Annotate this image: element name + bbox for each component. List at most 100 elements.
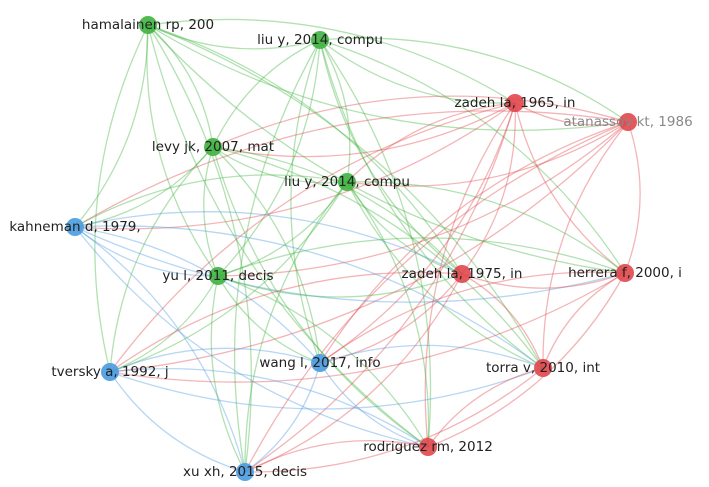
edge: [109, 275, 219, 373]
edge: [319, 271, 626, 364]
edge: [109, 371, 246, 473]
node: [66, 218, 84, 236]
edge: [203, 146, 219, 277]
edge: [346, 181, 430, 448]
edge: [212, 95, 629, 148]
node-label: torra v, 2010, int: [486, 360, 600, 376]
edge: [542, 121, 629, 369]
node-label: zadeh la, 1975, in: [402, 266, 523, 282]
edge: [244, 440, 429, 473]
edge: [244, 181, 348, 473]
edge: [74, 102, 516, 230]
edge: [217, 181, 348, 277]
node: [236, 463, 254, 481]
edge: [109, 121, 629, 373]
edge: [74, 226, 246, 473]
edge: [109, 146, 214, 373]
edge: [346, 181, 463, 275]
edge: [212, 146, 348, 184]
edge: [319, 39, 351, 183]
node-label: yu l, 2011, decis: [162, 268, 273, 284]
node-label: kahneman d, 1979,: [9, 219, 140, 235]
labels: hamalainen rp, 200 liu y, 2014, compu zade…: [9, 17, 692, 480]
node-label: liu y, 2014, compu: [257, 32, 383, 48]
edge: [217, 275, 321, 364]
node: [506, 94, 524, 112]
edge: [109, 102, 516, 373]
node-label: zadeh la, 1965, in: [455, 95, 576, 111]
edge: [290, 39, 321, 364]
edge: [461, 102, 516, 275]
edge: [319, 273, 463, 364]
edge: [212, 39, 321, 148]
edge: [109, 367, 429, 448]
edge: [233, 39, 321, 473]
node: [453, 265, 471, 283]
edge: [212, 102, 516, 158]
edge: [319, 362, 429, 448]
edge: [319, 37, 629, 123]
edge: [147, 24, 626, 274]
edge: [542, 272, 626, 369]
node-label: xu xh, 2015, decis: [183, 464, 307, 480]
node: [139, 16, 157, 34]
node: [534, 359, 552, 377]
edge: [74, 24, 149, 228]
node: [619, 113, 637, 131]
node-label: herrera f, 2000, i: [568, 265, 682, 281]
edge: [514, 102, 629, 126]
edge: [346, 181, 544, 369]
edge: [147, 24, 544, 369]
edge: [212, 146, 544, 369]
edge: [109, 181, 348, 373]
edge: [74, 226, 429, 448]
edge: [147, 24, 321, 50]
edges: [74, 18, 641, 473]
edge: [244, 273, 463, 473]
edge: [217, 237, 626, 277]
edge: [74, 110, 629, 228]
edge: [424, 102, 516, 448]
edge: [74, 226, 219, 277]
edge: [244, 121, 629, 473]
edge: [74, 226, 321, 364]
node: [101, 363, 119, 381]
edge: [147, 24, 214, 148]
edge: [217, 273, 463, 298]
nodes: [66, 16, 637, 481]
edge: [109, 271, 463, 373]
node-label: liu y, 2014, compu: [284, 174, 410, 190]
node-label: hamalainen rp, 200: [82, 17, 214, 33]
node: [616, 264, 634, 282]
edge: [427, 367, 544, 448]
node: [311, 31, 329, 49]
edge: [244, 367, 544, 473]
edge: [74, 174, 348, 228]
node: [209, 267, 227, 285]
edge: [319, 39, 463, 275]
edge: [217, 275, 429, 448]
edge: [244, 362, 321, 473]
node-label: atanassov kt, 1986: [563, 114, 692, 130]
edge: [624, 121, 641, 274]
edge: [346, 181, 626, 274]
edge: [109, 367, 544, 410]
edge: [461, 273, 544, 369]
edge: [147, 18, 516, 104]
edge: [319, 39, 432, 448]
edge: [346, 102, 516, 183]
edge: [212, 146, 321, 364]
edge: [319, 344, 544, 369]
node-label: levy jk, 2007, mat: [152, 139, 274, 155]
edge: [210, 275, 246, 473]
edge: [147, 24, 429, 448]
edge: [74, 211, 463, 275]
edge: [146, 24, 219, 277]
edge: [319, 102, 516, 364]
node-label: tversky a, 1992, j: [51, 364, 168, 380]
node-label: rodriguez rm, 2012: [363, 439, 493, 455]
edge: [461, 272, 626, 289]
edge: [74, 146, 214, 228]
edge: [147, 24, 463, 275]
